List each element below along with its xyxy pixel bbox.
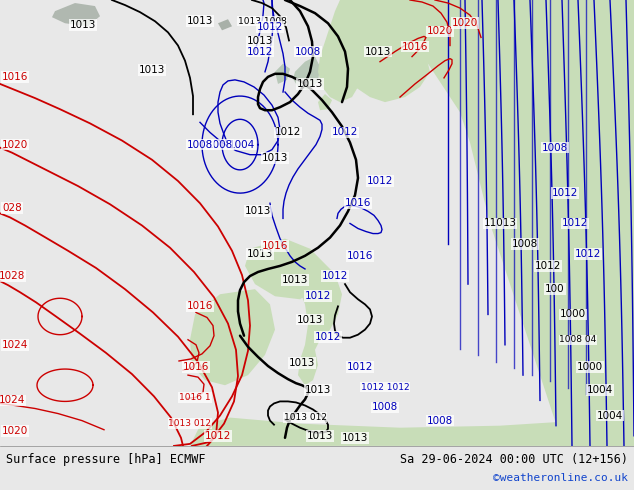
Polygon shape (295, 249, 342, 385)
Text: 1013: 1013 (297, 79, 323, 89)
Text: 1016: 1016 (262, 241, 288, 251)
Text: 1013: 1013 (307, 431, 333, 441)
Text: Surface pressure [hPa] ECMWF: Surface pressure [hPa] ECMWF (6, 453, 205, 466)
Text: 1004: 1004 (229, 140, 255, 149)
Polygon shape (245, 239, 320, 299)
Text: 1013: 1013 (342, 433, 368, 443)
Text: 1020: 1020 (2, 140, 28, 149)
Text: 1004: 1004 (587, 385, 613, 395)
Text: 1020: 1020 (452, 18, 478, 28)
Text: 1008 04: 1008 04 (559, 335, 597, 344)
Polygon shape (218, 19, 232, 30)
Text: 1008: 1008 (427, 416, 453, 426)
Text: 1012: 1012 (257, 23, 283, 32)
Text: 1008: 1008 (207, 140, 233, 149)
Text: 11013: 11013 (484, 219, 517, 228)
Text: 1024: 1024 (2, 340, 28, 350)
Polygon shape (338, 0, 430, 102)
Text: 1012: 1012 (347, 362, 373, 372)
Text: 100: 100 (545, 284, 565, 294)
Text: 1013: 1013 (245, 206, 271, 216)
Polygon shape (275, 64, 290, 84)
Text: 1013 012: 1013 012 (283, 413, 327, 422)
Text: 1016 1: 1016 1 (179, 393, 211, 402)
Text: 1028: 1028 (0, 271, 25, 281)
Polygon shape (293, 57, 320, 90)
Text: 1016: 1016 (347, 251, 373, 261)
Text: 1012: 1012 (205, 431, 231, 441)
Text: 1012: 1012 (305, 291, 331, 301)
Polygon shape (52, 3, 100, 26)
Text: 1012 1012: 1012 1012 (361, 383, 410, 392)
Text: 1013: 1013 (247, 36, 273, 47)
Text: 1008: 1008 (295, 47, 321, 56)
Text: 1016: 1016 (345, 198, 371, 208)
Polygon shape (190, 416, 634, 446)
Text: 1012: 1012 (552, 188, 578, 198)
Text: 1020: 1020 (427, 26, 453, 36)
Text: 1013: 1013 (305, 385, 331, 395)
Text: 1013: 1013 (297, 315, 323, 324)
Text: 1013: 1013 (247, 249, 273, 259)
Text: 1008: 1008 (542, 143, 568, 152)
Text: 1008: 1008 (512, 239, 538, 249)
Text: 1013: 1013 (139, 65, 165, 75)
Text: 1016: 1016 (2, 72, 28, 82)
Text: 1013: 1013 (365, 47, 391, 56)
Text: 1013 1008: 1013 1008 (238, 17, 287, 26)
Text: 1008: 1008 (372, 402, 398, 413)
Text: 1000: 1000 (577, 362, 603, 372)
Text: 028: 028 (2, 203, 22, 213)
Text: 1016: 1016 (402, 42, 428, 51)
Polygon shape (190, 289, 275, 385)
Polygon shape (318, 94, 332, 110)
Text: 1013: 1013 (289, 358, 315, 368)
Text: ©weatheronline.co.uk: ©weatheronline.co.uk (493, 473, 628, 483)
Text: 1008: 1008 (187, 140, 213, 149)
Text: 1016: 1016 (187, 301, 213, 311)
Polygon shape (355, 0, 634, 446)
Polygon shape (318, 0, 360, 102)
Text: 1012: 1012 (535, 261, 561, 271)
Text: Sa 29-06-2024 00:00 UTC (12+156): Sa 29-06-2024 00:00 UTC (12+156) (400, 453, 628, 466)
Text: 1013: 1013 (187, 16, 213, 26)
Text: 1013 012: 1013 012 (169, 419, 212, 428)
Text: 1012: 1012 (247, 47, 273, 56)
Text: 1012: 1012 (315, 332, 341, 342)
Text: 1012: 1012 (367, 176, 393, 186)
Text: 1000: 1000 (560, 310, 586, 319)
Text: 1012: 1012 (275, 127, 301, 138)
Text: 1013: 1013 (70, 20, 96, 30)
Text: 1012: 1012 (575, 249, 601, 259)
Text: 1012: 1012 (562, 219, 588, 228)
Text: 1024: 1024 (0, 395, 25, 405)
Text: 1013: 1013 (262, 153, 288, 163)
Text: 1004: 1004 (597, 411, 623, 420)
Text: 1016: 1016 (183, 362, 209, 372)
Text: 1012: 1012 (322, 271, 348, 281)
Text: 1013: 1013 (281, 275, 308, 285)
Text: 1020: 1020 (2, 426, 28, 436)
Text: 1012: 1012 (332, 127, 358, 138)
